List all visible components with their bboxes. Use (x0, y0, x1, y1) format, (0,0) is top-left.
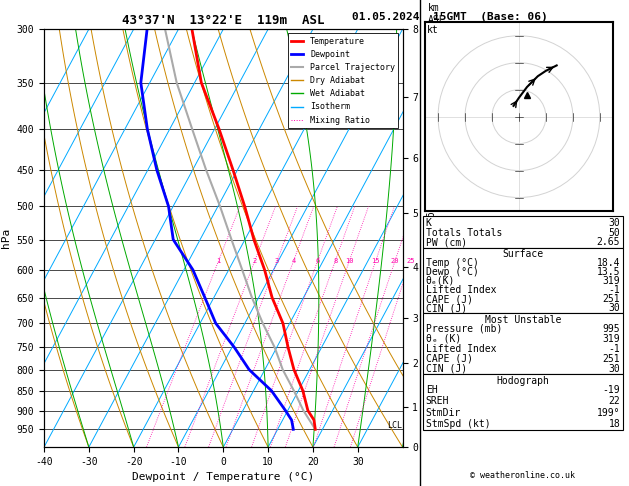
Text: 25: 25 (406, 258, 415, 264)
Text: StmSpd (kt): StmSpd (kt) (426, 419, 491, 429)
Text: Lifted Index: Lifted Index (426, 285, 496, 295)
Text: km
ASL: km ASL (428, 3, 445, 25)
Text: θₑ (K): θₑ (K) (426, 334, 461, 344)
Text: 01.05.2024  15GMT  (Base: 06): 01.05.2024 15GMT (Base: 06) (352, 12, 548, 22)
Text: Dewp (°C): Dewp (°C) (426, 267, 479, 277)
Text: -1: -1 (608, 285, 620, 295)
Text: CAPE (J): CAPE (J) (426, 354, 473, 364)
Text: 22: 22 (608, 397, 620, 406)
Text: 2: 2 (253, 258, 257, 264)
Legend: Temperature, Dewpoint, Parcel Trajectory, Dry Adiabat, Wet Adiabat, Isotherm, Mi: Temperature, Dewpoint, Parcel Trajectory… (287, 34, 398, 128)
Text: 1: 1 (216, 258, 221, 264)
Text: 251: 251 (603, 294, 620, 304)
X-axis label: Dewpoint / Temperature (°C): Dewpoint / Temperature (°C) (132, 472, 314, 483)
Text: CAPE (J): CAPE (J) (426, 294, 473, 304)
Text: 15: 15 (372, 258, 380, 264)
Text: 18: 18 (608, 419, 620, 429)
Text: EH: EH (426, 385, 438, 395)
Title: 43°37'N  13°22'E  119m  ASL: 43°37'N 13°22'E 119m ASL (122, 14, 325, 27)
Text: 20: 20 (391, 258, 399, 264)
Text: θₑ(K): θₑ(K) (426, 276, 455, 286)
Text: -1: -1 (608, 344, 620, 354)
Text: Temp (°C): Temp (°C) (426, 258, 479, 268)
Text: 2.65: 2.65 (597, 238, 620, 247)
Text: Surface: Surface (502, 249, 543, 260)
Text: Most Unstable: Most Unstable (484, 315, 561, 325)
Text: 18.4: 18.4 (597, 258, 620, 268)
Text: 10: 10 (345, 258, 353, 264)
Text: Lifted Index: Lifted Index (426, 344, 496, 354)
Text: PW (cm): PW (cm) (426, 238, 467, 247)
Text: CIN (J): CIN (J) (426, 303, 467, 313)
Text: 13.5: 13.5 (597, 267, 620, 277)
Text: SREH: SREH (426, 397, 449, 406)
Text: 50: 50 (608, 227, 620, 238)
Text: 8: 8 (333, 258, 337, 264)
Text: 30: 30 (608, 218, 620, 227)
Text: Hodograph: Hodograph (496, 376, 549, 386)
Text: Totals Totals: Totals Totals (426, 227, 502, 238)
Y-axis label: hPa: hPa (1, 228, 11, 248)
Y-axis label: Mixing Ratio (g/kg): Mixing Ratio (g/kg) (425, 182, 435, 294)
Text: LCL: LCL (387, 421, 403, 430)
Text: CIN (J): CIN (J) (426, 364, 467, 374)
Text: K: K (426, 218, 431, 227)
Text: 319: 319 (603, 334, 620, 344)
Text: kt: kt (427, 25, 439, 35)
Text: 4: 4 (291, 258, 296, 264)
Text: 30: 30 (608, 303, 620, 313)
Text: 199°: 199° (597, 408, 620, 417)
Text: © weatheronline.co.uk: © weatheronline.co.uk (470, 471, 575, 480)
Text: 6: 6 (316, 258, 320, 264)
Text: 30: 30 (608, 364, 620, 374)
Text: Pressure (mb): Pressure (mb) (426, 324, 502, 334)
Text: 251: 251 (603, 354, 620, 364)
Text: 319: 319 (603, 276, 620, 286)
Text: StmDir: StmDir (426, 408, 461, 417)
Text: 3: 3 (275, 258, 279, 264)
Text: -19: -19 (603, 385, 620, 395)
Text: 995: 995 (603, 324, 620, 334)
